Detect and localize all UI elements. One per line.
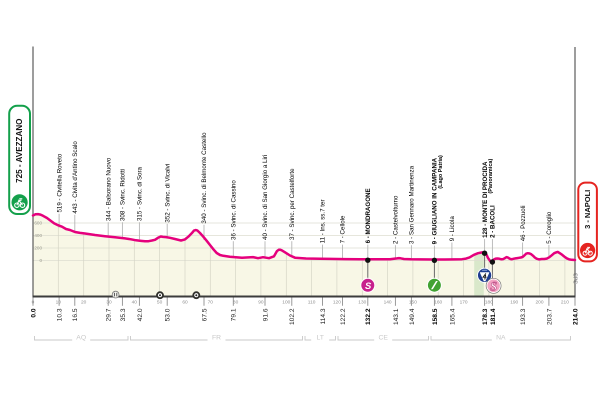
svg-text:80: 80 <box>233 300 239 306</box>
svg-text:150: 150 <box>409 300 417 306</box>
svg-text:2 - BACOLI: 2 - BACOLI <box>490 205 497 238</box>
svg-text:110: 110 <box>308 300 316 306</box>
svg-text:5 - Coroglio: 5 - Coroglio <box>546 211 553 244</box>
svg-text:90: 90 <box>258 300 264 306</box>
svg-text:CE: CE <box>378 334 388 341</box>
svg-text:400: 400 <box>34 233 42 238</box>
svg-text:79.1: 79.1 <box>231 308 238 321</box>
svg-text:29.7: 29.7 <box>106 308 113 321</box>
svg-text:130: 130 <box>358 300 366 306</box>
svg-text:9 - Licola: 9 - Licola <box>449 216 456 242</box>
svg-text:178.3: 178.3 <box>482 308 489 325</box>
svg-text:100: 100 <box>282 300 290 306</box>
svg-text:9 - GIUGLIANO IN CAMPANIA: 9 - GIUGLIANO IN CAMPANIA <box>432 157 439 244</box>
svg-text:2 - Castelvolturno: 2 - Castelvolturno <box>393 195 400 244</box>
svg-text:190: 190 <box>510 300 518 306</box>
svg-text:519 - Civitella Roveto: 519 - Civitella Roveto <box>56 153 63 212</box>
svg-text:122.2: 122.2 <box>340 308 347 325</box>
svg-text:16.5: 16.5 <box>72 308 79 321</box>
svg-text:91.6: 91.6 <box>262 308 269 321</box>
svg-text:40: 40 <box>132 300 138 306</box>
svg-text:443 - Civita d'Antino Scalo: 443 - Civita d'Antino Scalo <box>72 141 79 214</box>
svg-text:53.0: 53.0 <box>165 308 172 321</box>
svg-text:10.3: 10.3 <box>56 308 63 321</box>
svg-text:200: 200 <box>535 300 543 306</box>
svg-text:165.4: 165.4 <box>449 308 456 325</box>
svg-text:60: 60 <box>182 300 188 306</box>
svg-text:NA: NA <box>496 334 506 341</box>
svg-text:37 - Svinc. per Castelforte: 37 - Svinc. per Castelforte <box>289 168 296 240</box>
svg-text:LT: LT <box>316 334 323 341</box>
svg-text:70: 70 <box>208 300 214 306</box>
svg-text:180: 180 <box>485 300 493 306</box>
svg-text:42.0: 42.0 <box>137 308 144 321</box>
svg-text:50: 50 <box>157 300 163 306</box>
svg-text:132.2: 132.2 <box>365 308 372 325</box>
svg-text:AQ: AQ <box>76 334 86 341</box>
svg-text:158.5: 158.5 <box>432 308 439 325</box>
svg-text:3 - NAPOLI: 3 - NAPOLI <box>583 190 592 229</box>
svg-text:114.3: 114.3 <box>320 308 327 324</box>
svg-text:(Lago Patria): (Lago Patria) <box>438 155 444 189</box>
svg-text:46 - Pozzuoli: 46 - Pozzuoli <box>520 206 527 242</box>
svg-text:36 - Svinc. di Cassino: 36 - Svinc. di Cassino <box>231 180 238 240</box>
svg-text:120: 120 <box>333 300 341 306</box>
svg-text:193.3: 193.3 <box>520 308 527 325</box>
svg-text:725 - AVEZZANO: 725 - AVEZZANO <box>15 119 24 183</box>
svg-text:181.4: 181.4 <box>490 308 497 325</box>
svg-text:3 - San Gennaro Martinenza: 3 - San Gennaro Martinenza <box>409 165 416 244</box>
svg-text:0: 0 <box>39 258 42 263</box>
svg-text:67.5: 67.5 <box>201 308 208 321</box>
svg-text:200: 200 <box>34 246 42 251</box>
svg-text:170: 170 <box>460 300 468 306</box>
svg-text:128 - MONTE DI PROCIDA: 128 - MONTE DI PROCIDA <box>482 161 489 238</box>
svg-text:600: 600 <box>34 221 42 226</box>
svg-text:102.2: 102.2 <box>289 308 296 325</box>
svg-text:30: 30 <box>106 300 112 306</box>
svg-text:S: S <box>365 280 372 291</box>
svg-text:11 - Ins. ss.7 ter: 11 - Ins. ss.7 ter <box>320 199 327 243</box>
svg-text:FR: FR <box>212 334 221 341</box>
svg-text:20: 20 <box>81 300 87 306</box>
svg-text:315 - Svinc. di Sora: 315 - Svinc. di Sora <box>137 166 144 221</box>
svg-text:344 - Balsorano Nuovo: 344 - Balsorano Nuovo <box>105 157 112 221</box>
svg-text:0.0: 0.0 <box>30 308 37 317</box>
svg-text:210: 210 <box>561 300 569 306</box>
svg-text:10: 10 <box>56 300 62 306</box>
svg-text:203.7: 203.7 <box>546 308 553 325</box>
svg-text:149.4: 149.4 <box>409 308 416 325</box>
svg-text:143.1: 143.1 <box>393 308 400 325</box>
svg-text:7 - Cellole: 7 - Cellole <box>340 215 347 243</box>
svg-text:40 - Svinc. di San Giorgio a L: 40 - Svinc. di San Giorgio a Liri <box>262 155 269 240</box>
svg-text:140: 140 <box>384 300 392 306</box>
svg-text:340 - Svinc. di Belmonte Caste: 340 - Svinc. di Belmonte Castello <box>201 132 208 224</box>
svg-text:308 - Svinc. Ridotti: 308 - Svinc. Ridotti <box>120 169 127 221</box>
svg-text:352 - Svinc. di Vicalvi: 352 - Svinc. di Vicalvi <box>164 164 171 223</box>
svg-text:S: S <box>490 279 497 293</box>
svg-text:214.0: 214.0 <box>572 308 579 325</box>
svg-text:160: 160 <box>434 300 442 306</box>
svg-text:35.3: 35.3 <box>120 308 127 321</box>
svg-text:(Panoramica): (Panoramica) <box>488 159 494 194</box>
svg-text:6 - MONDRAGONE: 6 - MONDRAGONE <box>365 188 372 243</box>
svg-text:SdS: SdS <box>574 273 580 284</box>
